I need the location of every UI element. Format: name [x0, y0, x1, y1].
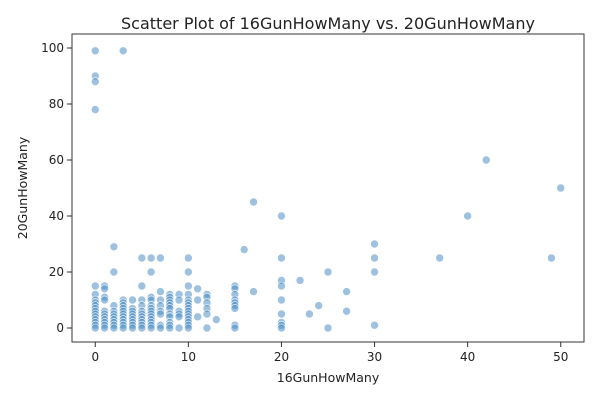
data-point [277, 323, 286, 333]
x-tick-label: 20 [274, 350, 289, 364]
data-point [230, 323, 240, 333]
data-point [277, 295, 286, 305]
data-point [100, 284, 109, 294]
data-point [547, 253, 556, 263]
data-point [249, 287, 258, 296]
data-point [193, 312, 202, 322]
x-axis-label: 16GunHowMany [277, 370, 380, 385]
data-points [90, 46, 566, 333]
y-tick-label: 80 [49, 97, 64, 111]
data-point [109, 267, 119, 277]
data-point [118, 46, 128, 56]
data-point [370, 320, 379, 330]
data-point [109, 242, 119, 252]
data-point [156, 287, 165, 296]
data-point [202, 309, 212, 319]
data-point [556, 183, 566, 193]
data-point [342, 287, 351, 296]
x-axis: 0 10 20 30 40 50 [91, 342, 568, 364]
data-point [277, 309, 286, 319]
data-point [146, 323, 156, 333]
data-point [156, 253, 165, 263]
data-point [174, 312, 184, 322]
data-point [277, 211, 286, 221]
y-tick-label: 100 [41, 41, 64, 55]
data-point [137, 323, 147, 333]
data-point [165, 323, 175, 333]
data-point [314, 301, 323, 310]
data-point [137, 281, 147, 291]
data-point [128, 295, 137, 305]
data-point [90, 281, 100, 291]
data-point [109, 323, 119, 333]
data-point [211, 315, 221, 324]
y-tick-label: 40 [49, 209, 64, 223]
y-axis-label: 20GunHowMany [15, 136, 30, 239]
y-tick-label: 0 [56, 321, 64, 335]
data-point [90, 46, 100, 56]
x-tick-label: 0 [91, 350, 99, 364]
data-point [193, 295, 202, 305]
data-point [184, 281, 193, 291]
x-tick-label: 40 [460, 350, 475, 364]
data-point [463, 211, 472, 221]
data-point [323, 267, 333, 277]
data-point [370, 267, 379, 277]
data-point [90, 77, 100, 86]
plot-frame [71, 33, 585, 343]
data-point [128, 323, 137, 333]
data-point [370, 253, 379, 263]
data-point [137, 253, 147, 263]
y-tick-label: 20 [49, 265, 64, 279]
data-point [277, 281, 286, 291]
x-tick-label: 30 [367, 350, 382, 364]
data-point [249, 197, 258, 207]
data-point [90, 105, 100, 114]
data-point [435, 253, 445, 263]
x-tick-label: 50 [553, 350, 568, 364]
data-point [174, 295, 184, 305]
data-point [193, 284, 202, 294]
data-point [230, 304, 240, 313]
data-point [277, 253, 286, 263]
data-point [118, 323, 128, 333]
data-point [100, 295, 109, 305]
data-point [156, 309, 165, 319]
data-point [184, 267, 193, 277]
data-point [323, 323, 333, 333]
data-point [100, 323, 109, 333]
x-tick-label: 10 [181, 350, 196, 364]
data-point [174, 323, 184, 333]
data-point [202, 323, 212, 333]
data-point [146, 267, 156, 277]
data-point [370, 239, 379, 249]
data-point [481, 155, 491, 165]
data-point [184, 253, 193, 263]
data-point [239, 245, 249, 254]
data-point [342, 306, 351, 316]
data-point [146, 253, 156, 263]
chart-title: Scatter Plot of 16GunHowMany vs. 20GunHo… [121, 14, 535, 33]
data-point [184, 323, 193, 333]
data-point [156, 323, 165, 333]
data-point [295, 276, 305, 285]
y-tick-label: 60 [49, 153, 64, 167]
data-point [305, 309, 314, 319]
y-axis: 0 20 40 60 80 100 [41, 41, 72, 335]
data-point [90, 323, 100, 333]
